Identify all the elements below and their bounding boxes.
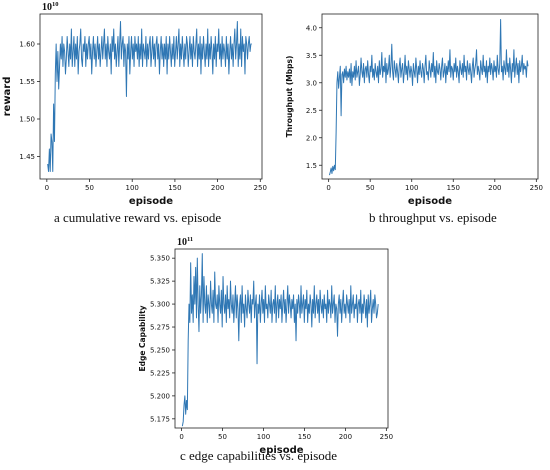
y-tick-label: 1.55 bbox=[19, 78, 35, 86]
x-axis-label: episode bbox=[408, 196, 452, 207]
reward-chart: 0 50 100 150 200 250 1.45 1.50 1.55 1.60 episode re… bbox=[2, 1, 267, 207]
x-tick-label: 100 bbox=[257, 433, 270, 441]
x-tick-label: 150 bbox=[298, 433, 311, 441]
caption-throughput: b throughput vs. episode bbox=[369, 210, 497, 225]
y-tick-label: 5.350 bbox=[150, 255, 170, 263]
x-tick-label: 250 bbox=[530, 184, 543, 192]
series-line bbox=[328, 19, 529, 176]
y-axis-label: reward bbox=[2, 77, 13, 117]
y-tick-label: 5.200 bbox=[150, 392, 170, 400]
series-line bbox=[181, 253, 379, 427]
y-tick-label: 5.250 bbox=[150, 346, 170, 354]
x-axis-label: episode bbox=[129, 196, 173, 207]
throughput-chart: 0 50 100 150 200 250 1.5 2.0 2.5 3.0 3.5 4.0 episode… bbox=[285, 13, 543, 207]
x-tick-label: 200 bbox=[488, 184, 501, 192]
y-axis-exponent: 1010 bbox=[42, 1, 59, 13]
y-tick-label: 1.45 bbox=[19, 153, 35, 161]
caption-edge-capability: c edge capabilities vs. episode bbox=[180, 448, 338, 463]
chart-panel-throughput: 0 50 100 150 200 250 1.5 2.0 2.5 3.0 3.5 4.0 episode… bbox=[275, 0, 550, 235]
x-tick-label: 150 bbox=[168, 184, 181, 192]
y-tick-label: 5.225 bbox=[150, 369, 170, 377]
x-tick-label: 0 bbox=[45, 184, 49, 192]
x-tick-label: 0 bbox=[179, 433, 183, 441]
y-axis-exponent: 1011 bbox=[177, 236, 193, 248]
x-axis-label: episode bbox=[259, 445, 303, 456]
edge-capability-chart: 0 50 100 150 200 250 5.175 5.200 5.225 5.250 5.275… bbox=[138, 236, 393, 456]
y-tick-label: 5.325 bbox=[150, 278, 170, 286]
x-tick-label: 200 bbox=[339, 433, 352, 441]
y-tick-label: 2.5 bbox=[306, 107, 317, 115]
x-tick-label: 250 bbox=[254, 184, 267, 192]
series-line bbox=[47, 21, 252, 172]
plot-frame bbox=[321, 13, 539, 180]
x-tick-label: 50 bbox=[85, 184, 94, 192]
y-tick-label: 5.275 bbox=[150, 324, 170, 332]
x-tick-label: 0 bbox=[326, 184, 330, 192]
y-tick-label: 3.0 bbox=[306, 79, 317, 87]
x-tick-label: 250 bbox=[380, 433, 393, 441]
y-tick-label: 5.175 bbox=[150, 415, 170, 423]
y-axis-label: Edge Capability bbox=[138, 305, 147, 371]
y-tick-label: 4.0 bbox=[306, 24, 317, 32]
x-tick-label: 100 bbox=[405, 184, 418, 192]
x-tick-label: 50 bbox=[366, 184, 375, 192]
chart-panel-reward: 0 50 100 150 200 250 1.45 1.50 1.55 1.60 episode re… bbox=[0, 0, 275, 235]
caption-reward: a cumulative reward vs. episode bbox=[54, 210, 222, 225]
y-tick-label: 1.50 bbox=[19, 116, 35, 124]
x-tick-label: 200 bbox=[211, 184, 224, 192]
plot-frame bbox=[174, 248, 389, 429]
x-tick-label: 100 bbox=[126, 184, 139, 192]
y-tick-label: 3.5 bbox=[306, 52, 317, 60]
y-tick-label: 1.60 bbox=[19, 41, 35, 49]
x-tick-label: 150 bbox=[447, 184, 460, 192]
chart-panel-edge-capability: 0 50 100 150 200 250 5.175 5.200 5.225 5.250 5.275… bbox=[130, 235, 420, 470]
y-tick-label: 1.5 bbox=[306, 162, 317, 170]
y-tick-label: 5.300 bbox=[150, 301, 170, 309]
y-axis-label: Throughput (Mbps) bbox=[285, 56, 294, 138]
plot-frame bbox=[39, 13, 263, 180]
x-tick-label: 50 bbox=[218, 433, 227, 441]
y-tick-label: 2.0 bbox=[306, 134, 317, 142]
